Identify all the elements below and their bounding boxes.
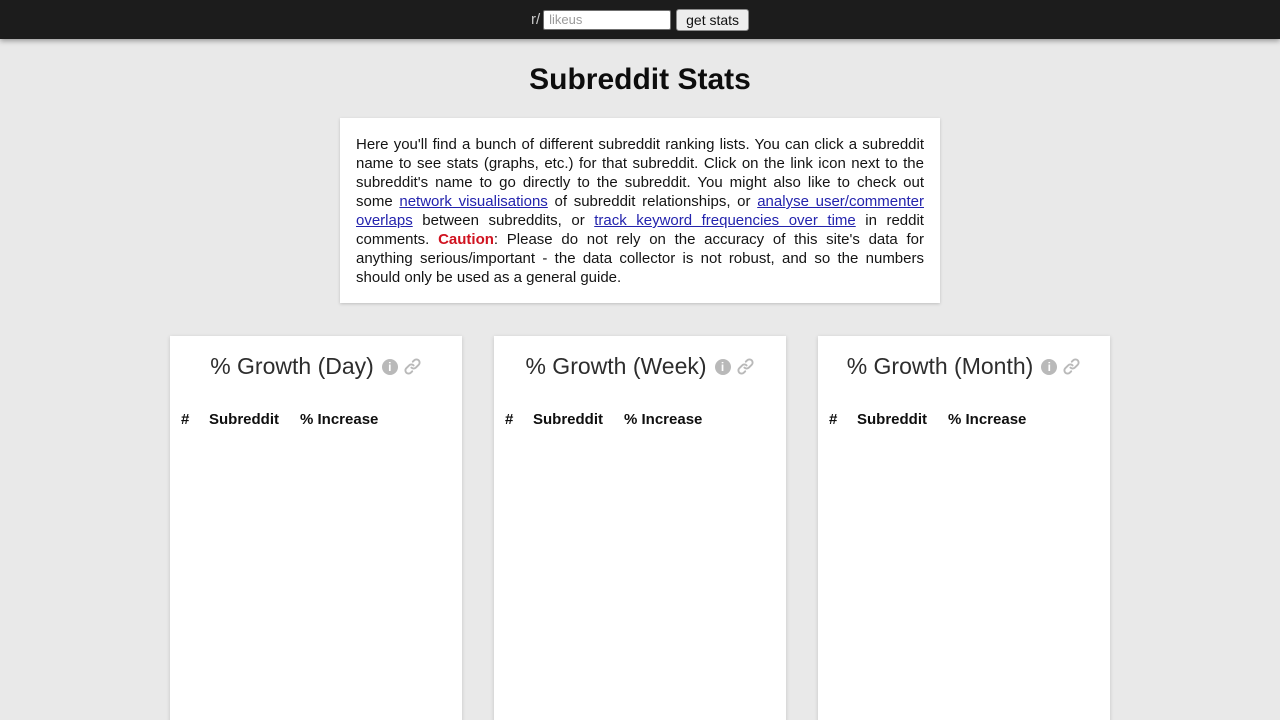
intro-text: : Please do not rely on the accuracy of …	[356, 231, 924, 286]
intro-paragraph: Here you'll find a bunch of different su…	[356, 135, 924, 287]
info-icon[interactable]: i	[714, 358, 731, 375]
card-title-row: % Growth (Day) i	[170, 336, 462, 380]
link-icon[interactable]	[736, 357, 755, 376]
column-header-rank: #	[181, 411, 190, 428]
column-header-increase: % Increase	[624, 411, 703, 428]
intro-text: in reddit comments.	[356, 212, 924, 248]
card-title: % Growth (Week)	[525, 353, 707, 379]
growth-month-card: % Growth (Month) i # Subreddit % Increas…	[818, 336, 1110, 720]
growth-week-card: % Growth (Week) i # Subreddit % Increase	[494, 336, 786, 720]
cards-row: % Growth (Day) i # Subreddit % Increase …	[0, 336, 1280, 720]
column-header-increase: % Increase	[300, 411, 379, 428]
card-title: % Growth (Month)	[846, 353, 1034, 379]
link-icon[interactable]	[1062, 357, 1081, 376]
top-bar: r/ get stats	[0, 0, 1280, 39]
column-header-increase: % Increase	[948, 411, 1027, 428]
intro-text: of subreddit relationships, or	[547, 193, 758, 210]
intro-box: Here you'll find a bunch of different su…	[340, 118, 940, 303]
get-stats-button[interactable]: get stats	[676, 8, 750, 31]
column-header-subreddit: Subreddit	[533, 411, 603, 428]
table-header-row: # Subreddit % Increase	[170, 411, 462, 428]
subreddit-prefix-label: r/	[530, 11, 541, 28]
card-title: % Growth (Day)	[210, 353, 374, 379]
column-header-rank: #	[505, 411, 514, 428]
growth-day-card: % Growth (Day) i # Subreddit % Increase	[170, 336, 462, 720]
card-title-row: % Growth (Month) i	[818, 336, 1110, 380]
column-header-rank: #	[829, 411, 838, 428]
intro-text: between subreddits, or	[412, 212, 595, 229]
column-header-subreddit: Subreddit	[209, 411, 279, 428]
page-title: Subreddit Stats	[529, 63, 751, 96]
intro-link[interactable]: analyse user/commenter overlaps	[356, 193, 924, 229]
intro-link[interactable]: network visualisations	[399, 193, 548, 210]
table-header-row: # Subreddit % Increase	[494, 411, 786, 428]
card-title-row: % Growth (Week) i	[494, 336, 786, 380]
intro-link[interactable]: track keyword frequencies over time	[594, 212, 856, 229]
info-icon[interactable]: i	[1041, 358, 1058, 375]
subreddit-search-form: r/ get stats	[530, 8, 750, 31]
column-header-subreddit: Subreddit	[857, 411, 927, 428]
info-icon[interactable]: i	[381, 358, 398, 375]
caution-label: Caution	[438, 231, 494, 248]
link-icon[interactable]	[403, 357, 422, 376]
table-header-row: # Subreddit % Increase	[818, 411, 1110, 428]
intro-text: Here you'll find a bunch of different su…	[356, 136, 924, 210]
subreddit-input[interactable]	[543, 9, 672, 30]
